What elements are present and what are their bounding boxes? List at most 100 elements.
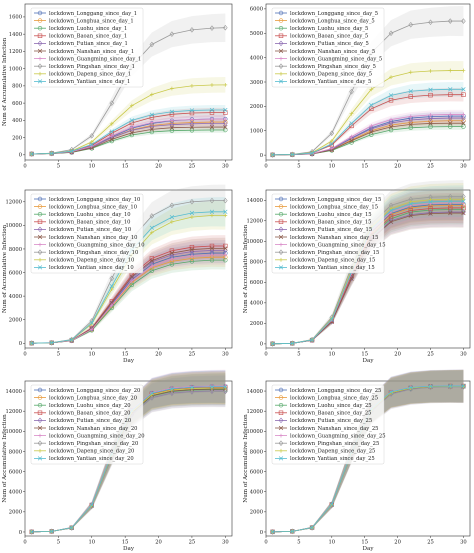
data-point <box>189 125 195 130</box>
legend-box <box>271 384 385 465</box>
data-point <box>89 133 95 139</box>
data-point <box>329 141 334 147</box>
data-point <box>223 257 228 263</box>
legend-label: lockdown_Luohu_since_day_25 <box>290 403 372 409</box>
legend-marker <box>278 417 284 424</box>
data-point <box>29 341 34 346</box>
data-point <box>170 219 174 224</box>
x-tick-label: 10 <box>88 540 95 546</box>
legend-label: lockdown_Futian_since_day_1 <box>49 41 128 47</box>
legend-label: lockdown_Dapeng_since_day_1 <box>49 72 131 78</box>
data-point <box>49 340 54 345</box>
data-point <box>428 87 433 92</box>
data-point <box>408 386 413 391</box>
data-point <box>149 41 155 48</box>
data-point <box>408 385 413 390</box>
y-axis-label: Num of Accumulative Infection <box>2 37 8 126</box>
data-point <box>270 341 275 346</box>
y-tick-label: 14000 <box>5 389 22 395</box>
x-tick-label: 0 <box>264 164 267 170</box>
legend-marker <box>279 242 283 247</box>
legend-box <box>30 193 144 274</box>
legend-label: lockdown_Dapeng_since_day_10 <box>49 258 134 264</box>
legend-marker <box>278 18 284 23</box>
data-point <box>169 112 175 117</box>
x-tick-label: 25 <box>189 352 196 358</box>
legend: lockdown_Longgang_since_day_20lockdown_L… <box>30 384 145 465</box>
data-point <box>408 211 414 218</box>
legend-marker <box>38 448 42 453</box>
data-point <box>149 391 155 396</box>
legend-marker <box>278 265 284 270</box>
data-point <box>448 124 453 129</box>
x-tick-label: 25 <box>427 352 434 358</box>
x-tick-label: 0 <box>264 352 267 358</box>
legend-marker <box>37 63 43 69</box>
data-point <box>49 529 54 534</box>
data-point <box>448 68 453 73</box>
legend-marker <box>37 18 43 23</box>
data-point <box>223 384 228 389</box>
legend-label: lockdown_Futian_since_day_10 <box>49 227 131 233</box>
data-point <box>448 118 453 123</box>
legend-marker <box>279 56 283 61</box>
data-point <box>109 133 114 138</box>
data-point <box>428 113 433 117</box>
legend-label: lockdown_Longgang_since_day_5 <box>290 11 378 17</box>
legend-label: lockdown_Dapeng_since_day_20 <box>49 449 134 455</box>
y-tick-label: 6000 <box>9 469 22 475</box>
data-point <box>169 31 175 37</box>
legend-marker <box>278 63 284 69</box>
y-tick-label: 600 <box>12 101 22 107</box>
data-point <box>388 93 394 98</box>
data-point <box>428 19 433 26</box>
legend-label: lockdown_Guangming_since_day_20 <box>49 433 145 439</box>
y-tick-label: 14000 <box>246 389 263 395</box>
x-tick-label: 0 <box>23 164 26 170</box>
data-point <box>169 262 175 267</box>
data-point <box>290 529 295 534</box>
data-point <box>149 129 155 135</box>
data-point <box>109 129 114 134</box>
data-point <box>29 529 34 535</box>
data-point <box>129 120 135 126</box>
data-point <box>349 134 354 139</box>
data-point <box>408 213 413 218</box>
x-tick-label: 20 <box>155 164 162 170</box>
confidence-band-1 <box>31 242 226 344</box>
data-point <box>329 139 334 143</box>
legend-label: lockdown_Luohu_since_day_10 <box>49 212 131 218</box>
data-point <box>428 124 433 130</box>
x-tick-label: 15 <box>122 352 129 358</box>
legend-label: lockdown_Baoan_since_day_1 <box>49 34 127 40</box>
legend-marker <box>278 226 284 233</box>
y-tick-label: 2000 <box>9 510 22 516</box>
data-point <box>388 208 394 213</box>
data-point <box>270 529 275 535</box>
legend-marker <box>37 387 43 393</box>
data-point <box>388 389 394 395</box>
data-point <box>149 127 155 132</box>
data-point <box>309 525 315 531</box>
data-point <box>223 117 228 121</box>
x-tick-label: 10 <box>329 164 336 170</box>
legend-label: lockdown_Futian_since_day_20 <box>49 418 131 424</box>
y-tick-label: 0 <box>260 342 263 348</box>
plot-area-frame <box>265 380 471 537</box>
data-point <box>209 124 215 130</box>
legend-label: lockdown_Baoan_since_day_5 <box>290 34 368 40</box>
legend-marker <box>278 204 284 209</box>
y-tick-label: 3000 <box>250 80 263 86</box>
y-tick-label: 0 <box>260 530 263 536</box>
y-tick-label: 800 <box>12 84 22 90</box>
data-point <box>388 98 394 103</box>
legend-label: lockdown_Guangming_since_day_25 <box>290 433 386 439</box>
data-point <box>369 132 374 137</box>
plot-area-frame <box>24 3 233 161</box>
data-point <box>169 202 175 209</box>
legend-box <box>271 193 385 274</box>
legend-marker <box>278 33 284 39</box>
legend-marker <box>278 395 284 400</box>
data-point <box>388 219 394 224</box>
data-point <box>270 152 275 158</box>
